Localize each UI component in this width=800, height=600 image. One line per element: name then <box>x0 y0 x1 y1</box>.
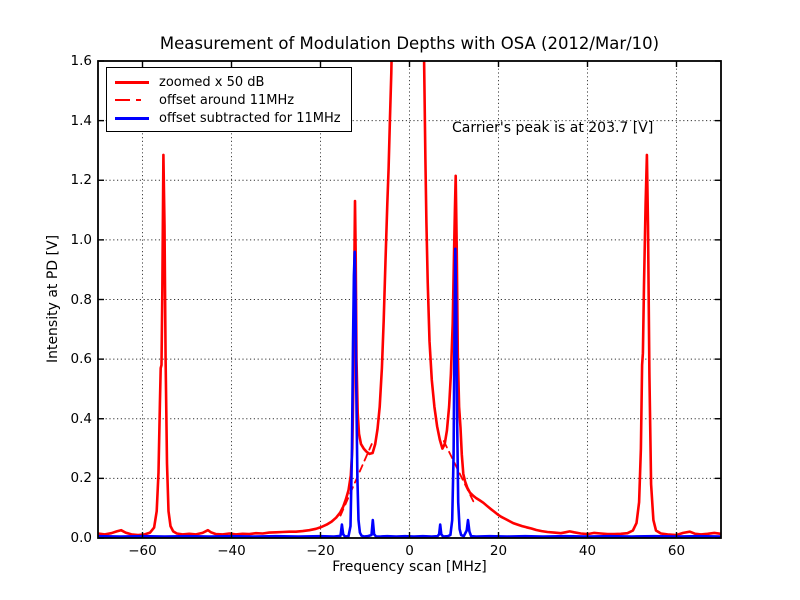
x-tick-label: 60 <box>667 543 686 559</box>
offset-dashed-curve <box>339 443 373 517</box>
offset-dashed-curve <box>442 440 476 505</box>
red-solid-line-sample <box>115 80 149 84</box>
y-tick-label: 1.4 <box>70 112 92 129</box>
carrier-peak-annotation: Carrier's peak is at 203.7 [V] <box>452 120 654 136</box>
legend-label: zoomed x 50 dB <box>159 74 265 90</box>
x-axis-label: Frequency scan [MHz] <box>332 559 487 575</box>
x-tick-label: 40 <box>578 543 597 559</box>
legend-entry-offset: offset around 11MHz <box>115 91 343 109</box>
y-tick-label: 1.0 <box>70 231 92 248</box>
legend-label: offset subtracted for 11MHz <box>159 110 341 126</box>
legend-label: offset around 11MHz <box>159 92 295 108</box>
red-curve <box>98 61 721 537</box>
y-tick-label: 1.6 <box>70 53 92 69</box>
x-tick-label: 0 <box>405 543 414 559</box>
legend-entry-subtracted: offset subtracted for 11MHz <box>115 109 343 127</box>
legend-box: zoomed x 50 dB offset around 11MHz offse… <box>106 67 352 132</box>
y-tick-label: 0.0 <box>70 530 92 546</box>
red-dashed-line-sample <box>115 98 149 102</box>
legend-entry-zoomed: zoomed x 50 dB <box>115 73 343 91</box>
tick-marks <box>98 60 721 539</box>
x-tick-label: −60 <box>128 543 157 559</box>
y-tick-label: 0.6 <box>70 351 92 368</box>
blue-curve <box>98 247 721 538</box>
blue-solid-line-sample <box>115 116 149 120</box>
chart-title: Measurement of Modulation Depths with OS… <box>159 34 660 53</box>
y-tick-label: 0.2 <box>70 470 92 487</box>
y-tick-label: 0.8 <box>70 291 92 308</box>
x-tick-label: −20 <box>306 543 335 559</box>
y-tick-label: 1.2 <box>70 172 92 189</box>
x-tick-label: 20 <box>489 543 508 559</box>
y-tick-label: 0.4 <box>70 410 92 427</box>
x-tick-label: −40 <box>217 543 246 559</box>
